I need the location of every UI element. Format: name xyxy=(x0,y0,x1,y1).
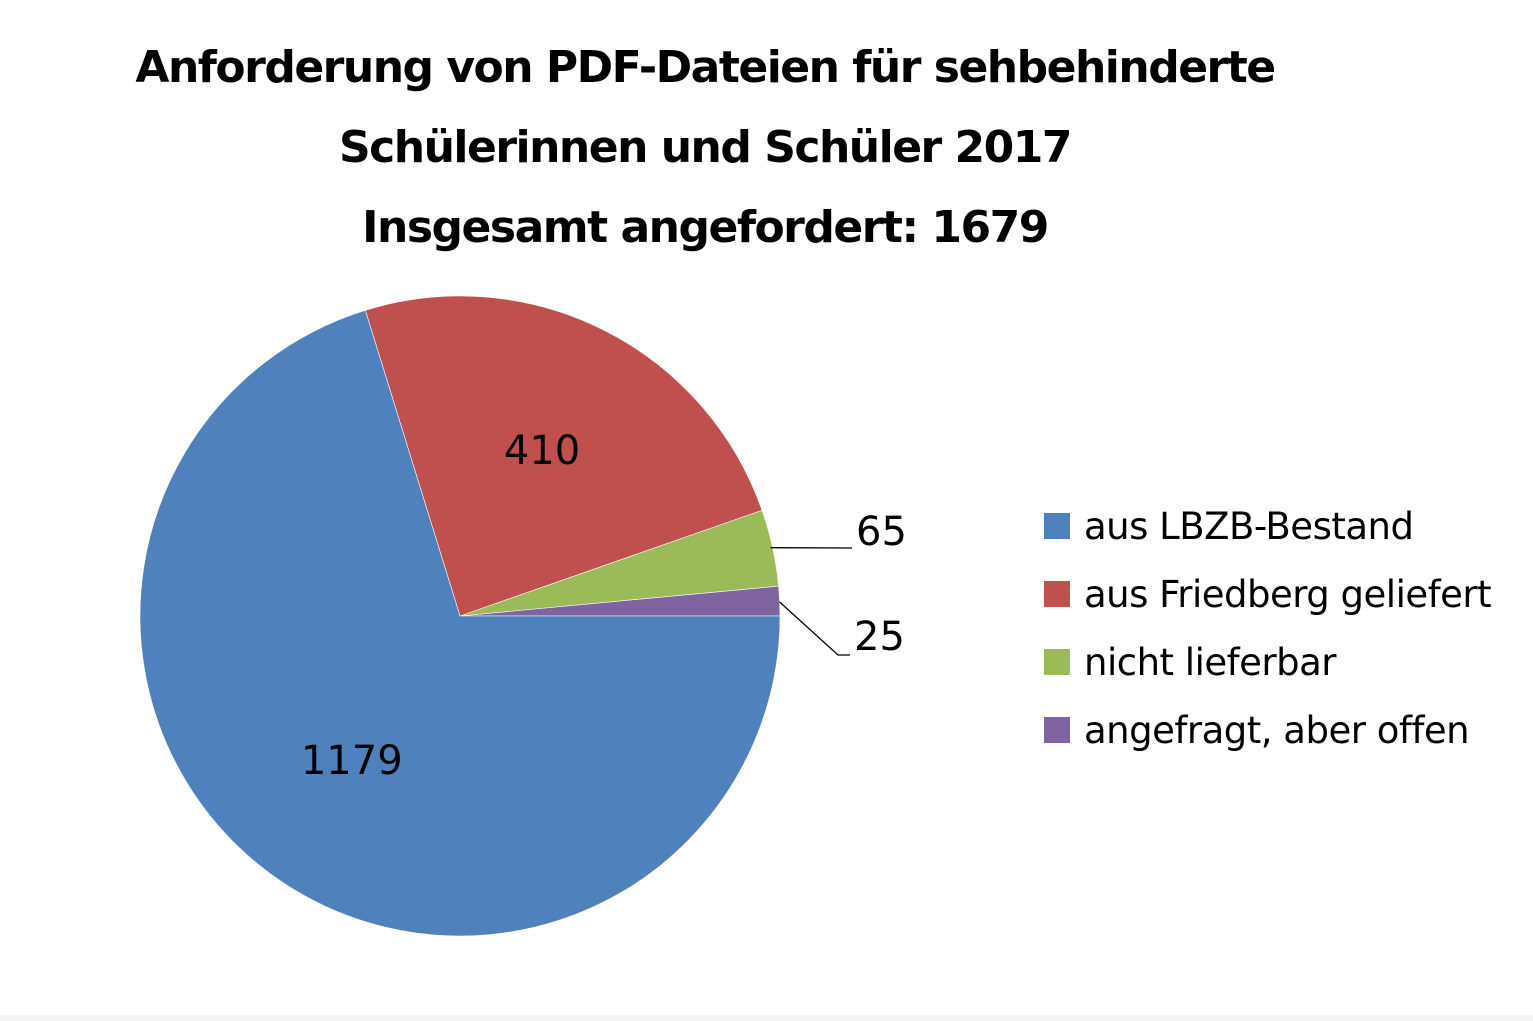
legend-label-1: aus LBZB-Bestand xyxy=(1084,504,1414,548)
pie-chart: 1179 410 65 25 xyxy=(139,295,907,937)
pie-slice-2 xyxy=(364,295,763,617)
legend-label-3: nicht lieferbar xyxy=(1084,640,1337,684)
chart-title: Anforderung von PDF-Dateien für sehbehin… xyxy=(0,28,1410,268)
leader-line-4 xyxy=(779,601,850,656)
chart-title-line-2: Schülerinnen und Schüler 2017 xyxy=(338,122,1073,173)
pie-slice-1 xyxy=(139,309,781,937)
legend-swatch-1 xyxy=(1044,513,1070,539)
legend-item-2: aus Friedberg geliefert xyxy=(1044,560,1492,628)
chart-title-line-3: Insgesamt angefordert: 1679 xyxy=(362,202,1049,253)
data-label-1: 1179 xyxy=(301,738,403,784)
legend-swatch-4 xyxy=(1044,717,1070,743)
legend-item-3: nicht lieferbar xyxy=(1044,628,1491,696)
chart-title-line-1: Anforderung von PDF-Dateien für sehbehin… xyxy=(135,42,1276,93)
data-label-2: 410 xyxy=(504,428,580,474)
legend-item-1: aus LBZB-Bestand xyxy=(1044,492,1491,560)
legend-item-4: angefragt, aber offen xyxy=(1044,696,1491,764)
data-label-3: 65 xyxy=(856,509,907,555)
legend-label-2: aus Friedberg geliefert xyxy=(1084,572,1492,616)
data-label-4: 25 xyxy=(854,614,905,660)
footer-strip xyxy=(0,1015,1533,1021)
chart-legend: aus LBZB-Bestand aus Friedberg geliefert n… xyxy=(1044,492,1492,764)
legend-swatch-3 xyxy=(1044,649,1070,675)
legend-label-4: angefragt, aber offen xyxy=(1084,708,1470,752)
legend-swatch-2 xyxy=(1044,581,1070,607)
